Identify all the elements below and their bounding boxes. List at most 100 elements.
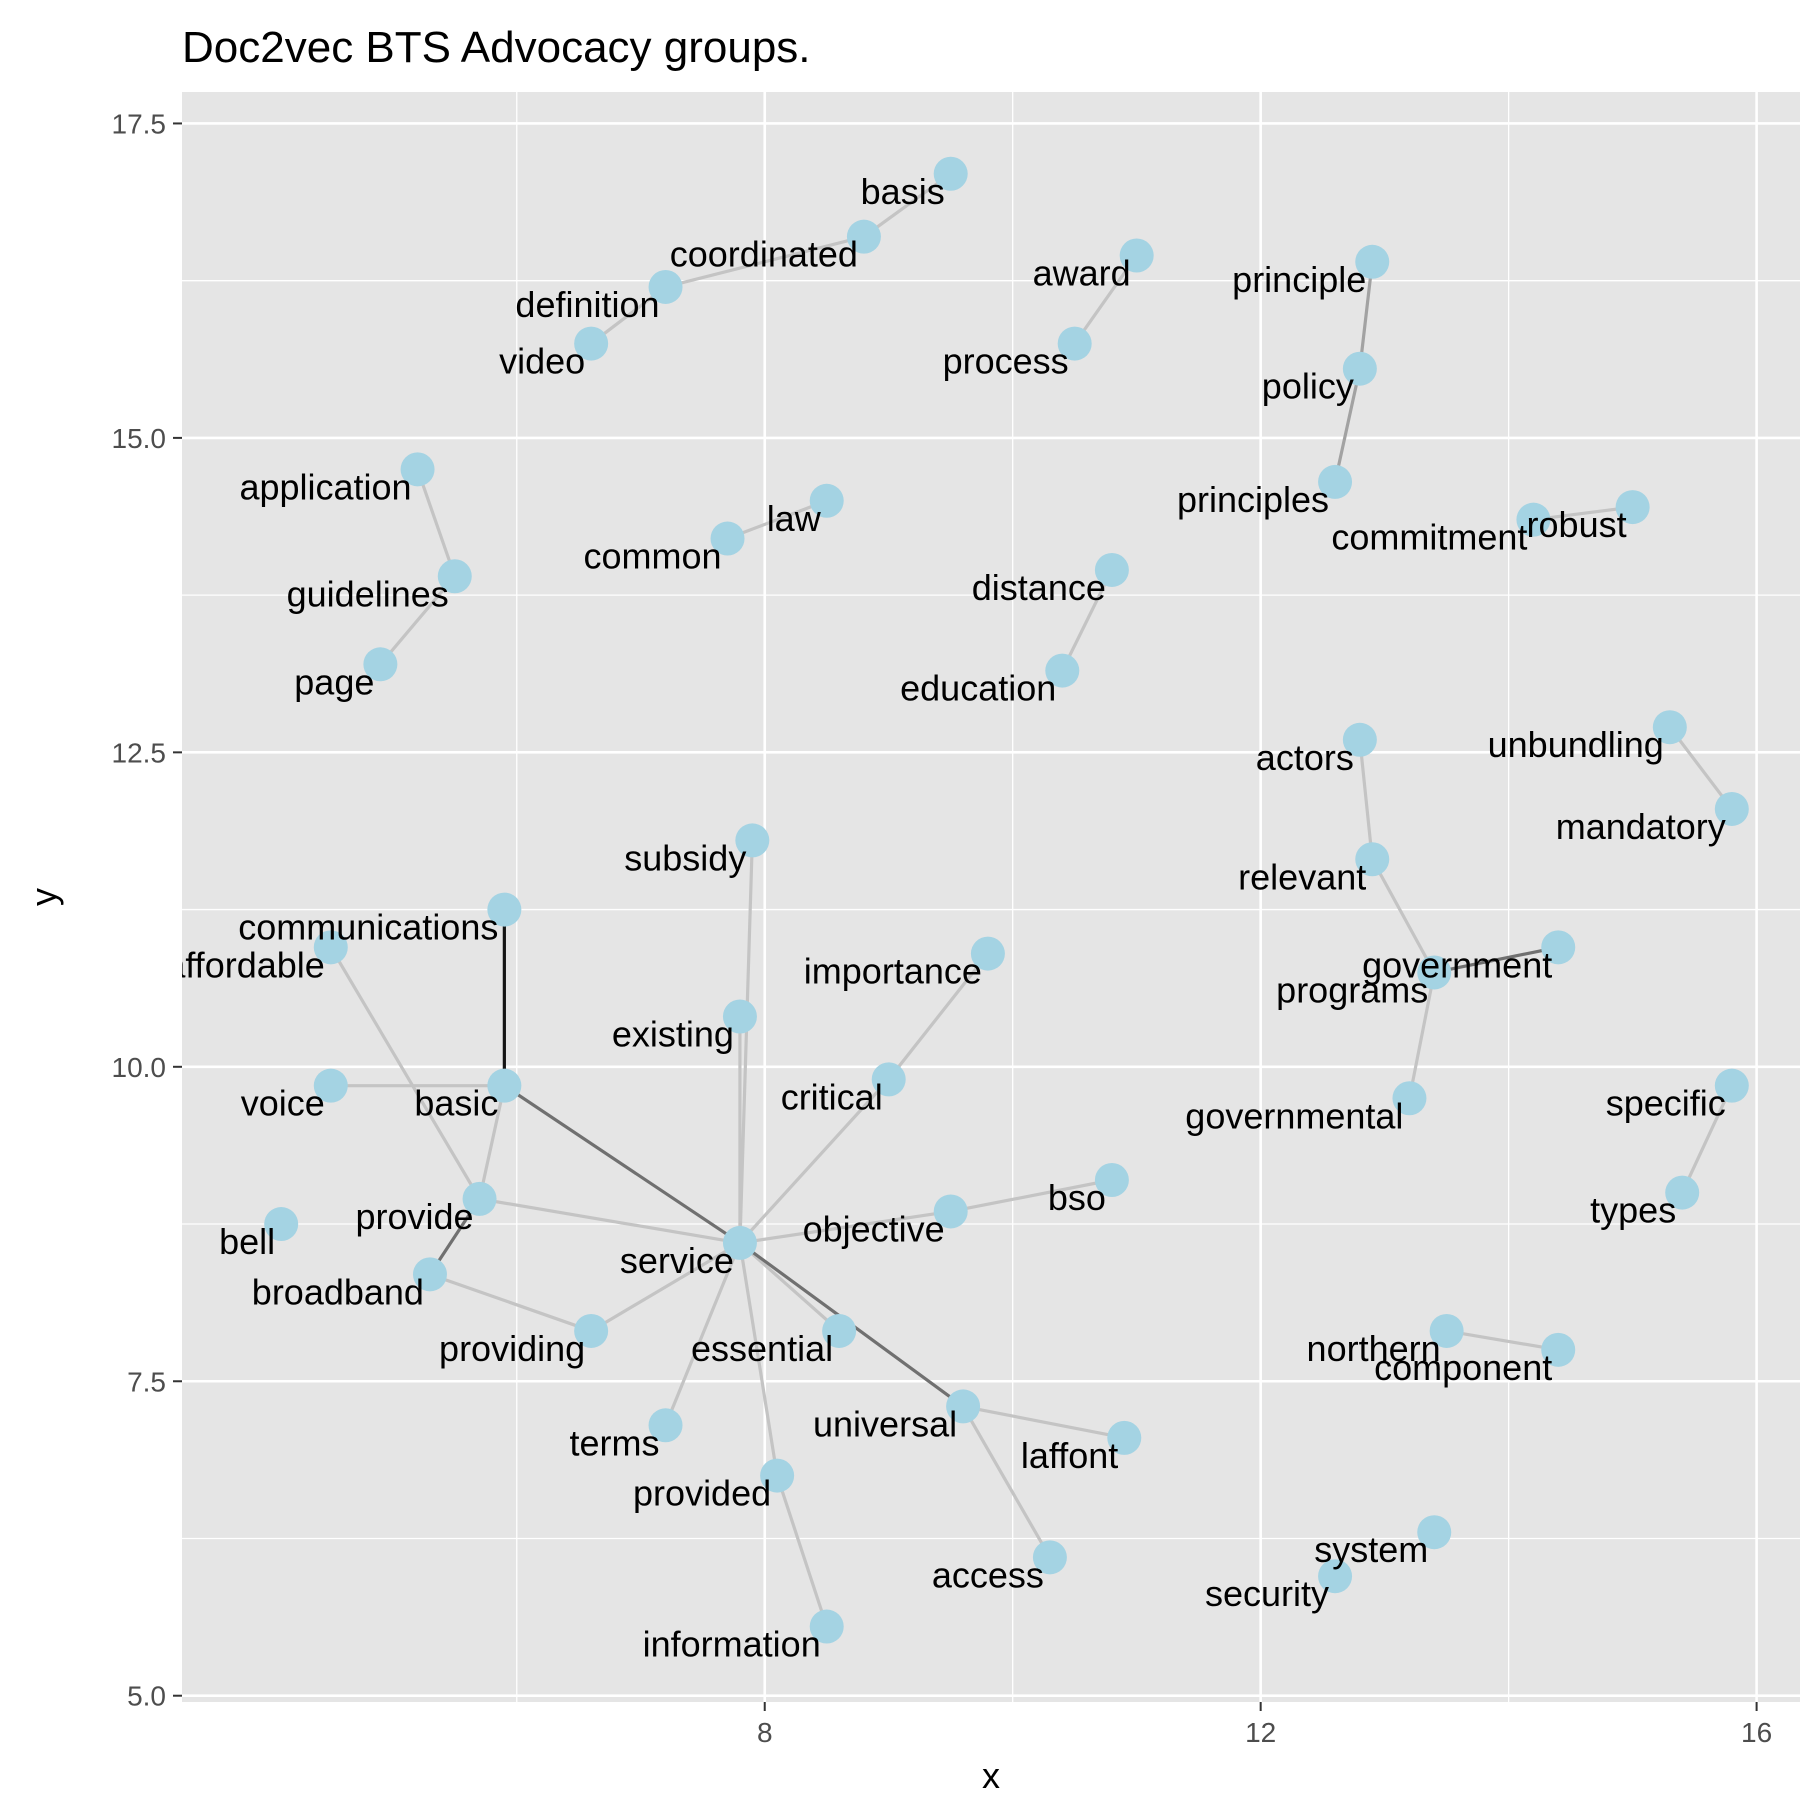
point-bell [264, 1207, 299, 1242]
label-objective: objective [803, 1208, 945, 1249]
point-information [809, 1609, 844, 1644]
edge-subsidy-service [738, 838, 754, 1245]
label-existing: existing [612, 1013, 734, 1054]
label-robust: robust [1527, 504, 1627, 545]
point-importance [970, 936, 1005, 971]
edge-application-guidelines [415, 467, 457, 578]
edge-unbundling-mandatory [1668, 725, 1734, 811]
edge-basic-service [502, 1084, 742, 1245]
point-distance [1094, 552, 1129, 587]
label-bso: bso [1048, 1177, 1106, 1218]
point-access [1032, 1540, 1067, 1575]
point-universal [946, 1389, 981, 1424]
point-unbundling [1652, 710, 1687, 745]
point-page [363, 647, 398, 682]
x-tick-label-1: 12 [1245, 1717, 1276, 1748]
label-terms: terms [570, 1422, 660, 1463]
label-laffont: laffont [1021, 1435, 1118, 1476]
label-critical: critical [781, 1076, 883, 1117]
edge-broadband-providing [428, 1272, 593, 1333]
label-unbundling: unbundling [1488, 724, 1664, 765]
edge-service-provided [738, 1241, 779, 1478]
point-process [1057, 326, 1092, 361]
y-tick-label-2: 10.0 [112, 1052, 167, 1083]
point-education [1045, 653, 1080, 688]
edge-northern-component [1445, 1329, 1560, 1352]
point-existing [722, 999, 757, 1034]
edge-basic-provide [477, 1084, 506, 1201]
label-principles: principles [1177, 479, 1329, 520]
label-education: education [900, 668, 1056, 709]
edge-relevant-programs [1370, 857, 1436, 975]
edge-coordinated-definition [663, 235, 866, 289]
label-page: page [294, 661, 374, 702]
point-commitment [1516, 502, 1551, 537]
point-providing [574, 1313, 609, 1348]
point-policy [1342, 351, 1377, 386]
point-security [1318, 1559, 1353, 1594]
edge-basis-coordinated [862, 172, 953, 239]
label-relevant: relevant [1238, 856, 1366, 897]
x-axis-title: x [982, 1755, 1000, 1796]
point-actors [1342, 722, 1377, 757]
edge-guidelines-page [378, 574, 457, 666]
point-relevant [1355, 842, 1390, 877]
point-common [710, 521, 745, 556]
x-tick-label-0: 8 [757, 1717, 773, 1748]
label-guidelines: guidelines [287, 573, 449, 614]
label-basis: basis [861, 171, 945, 212]
label-service: service [620, 1240, 734, 1281]
point-voice [313, 1068, 348, 1103]
label-distance: distance [972, 567, 1106, 608]
point-law [809, 483, 844, 518]
point-communications [487, 892, 522, 927]
label-essential: essential [691, 1328, 833, 1369]
y-tick-label-5: 17.5 [112, 108, 167, 139]
point-definition [648, 269, 683, 304]
point-bso [1094, 1163, 1129, 1198]
point-programs [1417, 955, 1452, 990]
label-government: government [1362, 944, 1552, 985]
point-essential [822, 1313, 857, 1348]
label-communications: communications [238, 907, 498, 948]
label-definition: definition [515, 284, 659, 325]
grid-minor [182, 92, 1800, 1702]
label-subsidy: subsidy [624, 837, 746, 878]
point-terms [648, 1408, 683, 1443]
label-voice: voice [241, 1083, 325, 1124]
label-system: system [1314, 1529, 1428, 1570]
plot-panel [182, 92, 1800, 1702]
label-bell: bell [219, 1221, 275, 1262]
label-types: types [1590, 1190, 1676, 1231]
edge-policy-principles [1333, 367, 1362, 484]
y-tick-label-0: 5.0 [127, 1681, 166, 1712]
label-process: process [943, 341, 1069, 382]
point-basic [487, 1068, 522, 1103]
label-common: common [583, 536, 721, 577]
grid-major [182, 92, 1800, 1702]
label-northern: northern [1307, 1328, 1441, 1369]
edge-award-process [1073, 253, 1139, 346]
edge-programs-governmental [1407, 970, 1436, 1100]
point-service [722, 1225, 757, 1260]
point-system [1417, 1515, 1452, 1550]
point-types [1665, 1175, 1700, 1210]
edge-common-law [725, 499, 829, 541]
edge-objective-bso [949, 1178, 1114, 1214]
label-programs: programs [1276, 969, 1428, 1010]
label-component: component [1374, 1347, 1552, 1388]
edge-specific-types [1680, 1084, 1734, 1195]
label-information: information [643, 1624, 821, 1665]
label-application: application [239, 466, 411, 507]
point-basis [933, 156, 968, 191]
label-coordinated: coordinated [670, 234, 858, 275]
point-affordable [313, 930, 348, 965]
label-actors: actors [1256, 737, 1354, 778]
point-specific [1714, 1068, 1749, 1103]
y-tick-label-1: 7.5 [127, 1366, 166, 1397]
point-northern [1429, 1313, 1464, 1348]
point-governmental [1392, 1081, 1427, 1116]
point-robust [1615, 490, 1650, 525]
